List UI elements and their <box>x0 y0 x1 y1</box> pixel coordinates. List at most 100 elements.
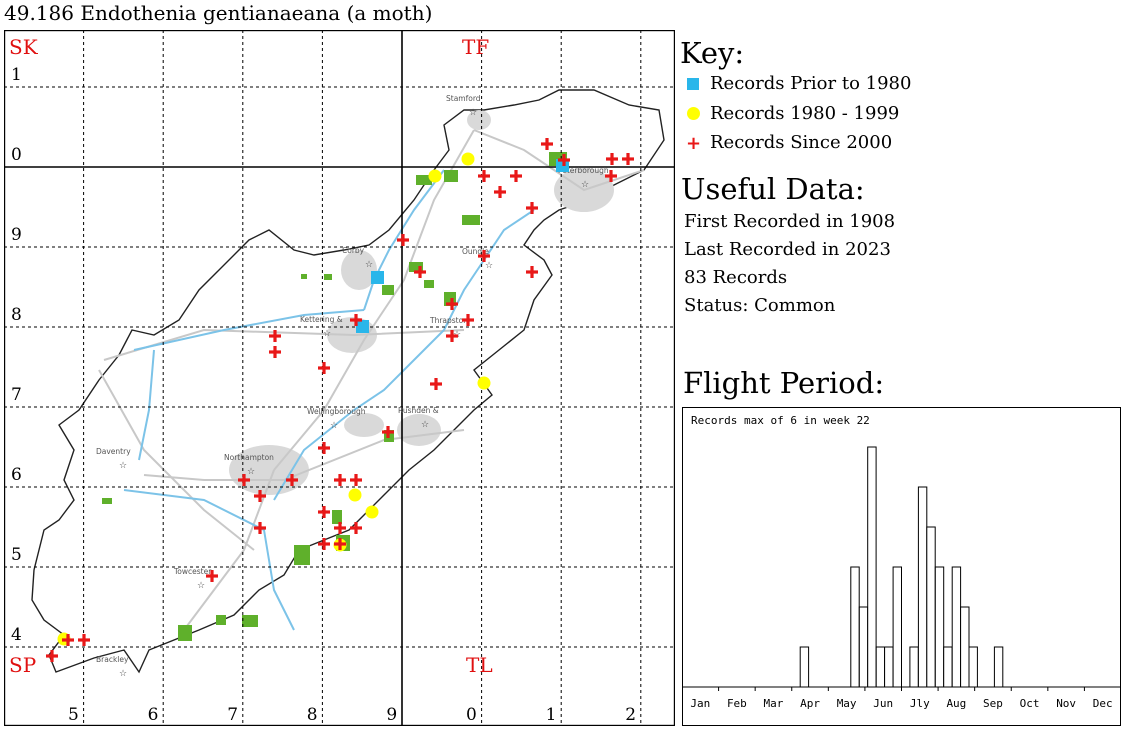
grid-square-label: TF <box>462 35 489 59</box>
records <box>46 138 634 662</box>
month-label: Dec <box>1093 697 1113 710</box>
flight-bar <box>943 646 953 688</box>
flight-bar <box>875 646 886 688</box>
key-item-pre-1980: Records Prior to 1980 <box>686 73 911 95</box>
woodland <box>102 152 567 641</box>
flight-bar <box>968 646 978 688</box>
rivers <box>123 169 535 631</box>
status: Status: Common <box>684 295 836 316</box>
os-grid <box>4 30 675 726</box>
page-title: 49.186 Endothenia gentianaeana (a moth) <box>4 1 433 25</box>
record-since-2000 <box>254 522 266 534</box>
record-pre-1980 <box>371 271 384 284</box>
flight-period-heading: Flight Period: <box>683 366 885 400</box>
record-1980-1999 <box>477 376 491 390</box>
town-star-icon: ☆ <box>247 467 255 477</box>
flight-bar <box>909 646 919 688</box>
key-item-1980-1999: Records 1980 - 1999 <box>686 103 899 125</box>
record-since-2000 <box>510 170 522 182</box>
month-label: Jan <box>690 697 710 710</box>
record-since-2000 <box>269 346 281 358</box>
town-star-icon: ☆ <box>119 669 127 679</box>
record-since-2000 <box>206 570 218 582</box>
record-since-2000 <box>286 474 298 486</box>
town-label: Brackley <box>96 655 129 664</box>
flight-bar <box>799 646 810 688</box>
key-item-since-2000: + Records Since 2000 <box>686 132 892 154</box>
record-since-2000 <box>414 266 426 278</box>
record-since-2000 <box>318 362 330 374</box>
month-label: Sep <box>983 697 1003 710</box>
easting-label: 9 <box>386 705 397 725</box>
easting-label: 0 <box>466 705 477 725</box>
record-since-2000 <box>478 170 490 182</box>
record-since-2000 <box>78 634 90 646</box>
flight-bar <box>917 486 928 688</box>
northing-label: 7 <box>11 385 22 405</box>
useful-data-heading: Useful Data: <box>681 172 865 206</box>
record-since-2000 <box>334 538 346 550</box>
easting-label: 2 <box>625 705 636 725</box>
flight-bar <box>960 606 970 688</box>
flight-bar <box>884 646 894 688</box>
record-since-2000 <box>541 138 553 150</box>
record-since-2000 <box>334 474 346 486</box>
record-since-2000 <box>558 154 570 166</box>
town-star-icon: ☆ <box>581 180 589 190</box>
town-label: Oundle <box>462 247 489 256</box>
record-since-2000 <box>606 153 618 165</box>
flight-bar <box>926 526 936 688</box>
key-label: Records Since 2000 <box>710 132 893 153</box>
month-ticks: Jan Feb Mar Apr May Jun Jly Aug Sep Oct Nov Dec <box>682 687 1113 710</box>
flight-bar <box>993 646 1004 688</box>
month-label: Mar <box>764 697 784 710</box>
town-label: Northampton <box>224 453 274 462</box>
town-label: Kettering & <box>300 315 343 324</box>
record-since-2000 <box>269 330 281 342</box>
town-star-icon: ☆ <box>469 108 477 118</box>
last-recorded: Last Recorded in 2023 <box>684 239 891 260</box>
town-label: Stamford <box>446 94 481 103</box>
record-since-2000 <box>318 442 330 454</box>
town-star-icon: ☆ <box>365 260 373 270</box>
record-since-2000 <box>254 490 266 502</box>
month-label: Feb <box>727 697 747 710</box>
month-label: Nov <box>1056 697 1076 710</box>
town-label: Towcester <box>173 567 212 576</box>
town-label: Thrapston <box>429 316 468 325</box>
record-since-2000 <box>238 474 250 486</box>
northing-label: 6 <box>11 465 22 485</box>
northing-label: 9 <box>11 225 22 245</box>
record-pre-1980 <box>356 320 369 333</box>
northing-label: 8 <box>11 305 22 325</box>
town-label: Rushden & <box>398 406 439 415</box>
key-label: Records 1980 - 1999 <box>710 103 900 124</box>
record-since-2000 <box>430 378 442 390</box>
record-since-2000 <box>350 314 362 326</box>
easting-label: 5 <box>68 705 79 725</box>
towns: ☆Stamford☆Peterborough☆Corby☆Oundle☆Kett… <box>96 94 609 679</box>
town-label: Daventry <box>96 447 131 456</box>
month-label: Apr <box>800 697 820 710</box>
record-since-2000 <box>62 634 74 646</box>
record-since-2000 <box>382 426 394 438</box>
town-star-icon: ☆ <box>485 261 493 271</box>
town-star-icon: ☆ <box>323 329 331 339</box>
town-star-icon: ☆ <box>119 461 127 471</box>
northing-label: 1 <box>11 65 22 85</box>
square-icon <box>686 74 700 95</box>
first-recorded: First Recorded in 1908 <box>684 211 896 232</box>
record-since-2000 <box>622 153 634 165</box>
key-label: Records Prior to 1980 <box>710 73 912 94</box>
town-star-icon: ☆ <box>421 420 429 430</box>
record-1980-1999 <box>428 169 442 183</box>
month-label: Jun <box>873 697 893 710</box>
easting-label: 8 <box>307 705 318 725</box>
record-since-2000 <box>46 650 58 662</box>
record-since-2000 <box>494 186 506 198</box>
flight-bar <box>951 566 962 688</box>
grid-square-label: SP <box>9 653 36 677</box>
record-1980-1999 <box>348 488 362 502</box>
